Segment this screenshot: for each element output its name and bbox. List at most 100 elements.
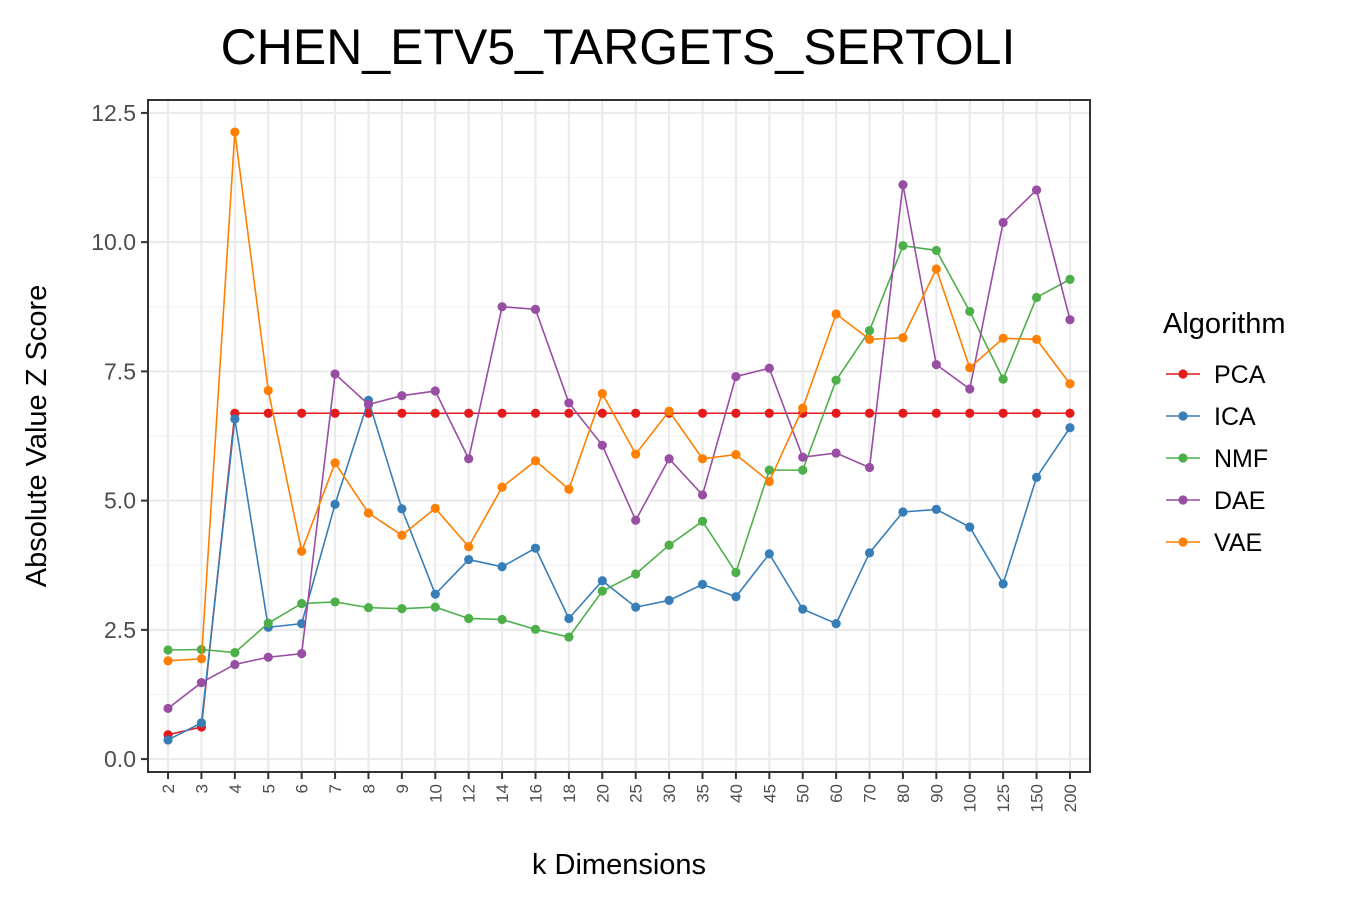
data-point-pca [330, 408, 340, 418]
series-vae [163, 127, 1075, 666]
legend-label: ICA [1214, 403, 1256, 431]
data-point-vae [998, 333, 1008, 343]
data-point-vae [297, 546, 307, 556]
data-point-ica [597, 576, 607, 586]
data-point-nmf [263, 618, 273, 628]
data-point-ica [230, 414, 240, 424]
data-point-pca [1031, 408, 1042, 418]
data-point-nmf [864, 325, 875, 336]
x-tick-label: 35 [694, 784, 713, 803]
data-point-nmf [697, 516, 708, 526]
data-point-nmf [597, 586, 607, 596]
data-point-nmf [798, 465, 808, 475]
data-point-dae [697, 490, 708, 500]
data-point-vae [564, 484, 574, 494]
series-line-pca [167, 412, 1070, 736]
data-point-dae [230, 659, 240, 670]
data-point-pca [697, 408, 708, 418]
gridlines [148, 100, 1090, 772]
x-tick-label: 150 [1028, 784, 1047, 812]
data-point-ica [430, 589, 440, 599]
data-point-vae [764, 476, 774, 487]
data-point-pca [464, 408, 474, 418]
data-point-ica [898, 507, 908, 517]
y-tick-label: 0.0 [104, 746, 136, 772]
x-tick-label: 80 [894, 784, 913, 803]
data-point-ica [631, 602, 641, 612]
data-point-nmf [1065, 274, 1075, 284]
legend-item-vae: VAE [1166, 529, 1262, 557]
data-point-ica [731, 592, 741, 602]
data-point-dae [798, 452, 808, 462]
x-tick-label: 70 [861, 784, 880, 803]
series-line-nmf [168, 244, 1071, 654]
y-axis-title: Absolute Value Z Score [21, 285, 53, 588]
data-point-nmf [297, 598, 307, 609]
x-tick-label: 10 [426, 784, 445, 803]
data-point-ica [931, 504, 941, 514]
data-point-pca [597, 408, 607, 418]
data-point-nmf [1031, 292, 1042, 303]
x-tick-label: 90 [927, 784, 946, 803]
plot-panel [147, 99, 1091, 773]
data-point-dae [1065, 315, 1075, 325]
data-point-ica [497, 562, 507, 572]
data-point-ica [464, 554, 474, 565]
data-point-ica [998, 579, 1008, 589]
y-tick-label: 7.5 [104, 358, 136, 384]
data-point-vae [497, 482, 507, 492]
series-line-ica [167, 397, 1071, 741]
x-tick-label: 12 [460, 784, 479, 803]
x-tick-label: 25 [627, 784, 646, 803]
x-tick-label: 18 [560, 784, 579, 803]
data-point-dae [597, 440, 607, 450]
legend-key-point [1178, 495, 1188, 505]
data-point-dae [731, 371, 741, 382]
legend-key-point [1178, 537, 1188, 547]
legend-item-ica: ICA [1166, 403, 1256, 431]
data-point-dae [530, 304, 541, 314]
data-point-vae [931, 264, 941, 274]
data-point-vae [597, 389, 607, 399]
data-point-ica [163, 735, 173, 745]
data-point-dae [831, 448, 841, 458]
data-point-vae [430, 503, 440, 513]
data-point-pca [430, 408, 440, 418]
x-tick-label: 50 [794, 784, 813, 803]
data-point-dae [196, 677, 207, 688]
data-point-nmf [330, 597, 340, 607]
data-point-dae [163, 703, 173, 714]
data-point-dae [363, 399, 374, 410]
data-point-pca [530, 408, 541, 418]
legend-label: PCA [1214, 361, 1266, 389]
data-point-dae [965, 384, 975, 394]
data-point-vae [731, 450, 741, 460]
data-point-vae [631, 449, 641, 459]
data-point-nmf [631, 569, 641, 579]
data-point-dae [497, 302, 507, 312]
x-tick-label: 9 [393, 784, 412, 793]
data-point-ica [564, 613, 574, 624]
data-point-ica [1065, 423, 1075, 433]
data-point-vae [664, 406, 674, 416]
legend-item-nmf: NMF [1166, 445, 1268, 473]
data-point-vae [1031, 334, 1042, 344]
data-point-vae [898, 333, 908, 343]
x-tick-label: 2 [159, 784, 178, 793]
data-point-pca [965, 408, 975, 418]
x-tick-label: 60 [827, 784, 846, 803]
legend-label: VAE [1214, 529, 1262, 557]
x-tick-label: 8 [359, 784, 378, 793]
x-tick-label: 200 [1061, 784, 1080, 812]
data-point-ica [664, 595, 674, 605]
x-tick-label: 100 [961, 784, 980, 812]
legend-item-pca: PCA [1166, 361, 1266, 389]
x-tick-label: 16 [526, 784, 545, 803]
data-point-pca [998, 408, 1008, 418]
data-point-ica [965, 522, 975, 532]
data-point-vae [363, 508, 374, 518]
data-point-pca [1065, 408, 1075, 418]
series-group [163, 127, 1075, 745]
legend-item-dae: DAE [1166, 487, 1265, 515]
data-point-nmf [230, 647, 240, 658]
